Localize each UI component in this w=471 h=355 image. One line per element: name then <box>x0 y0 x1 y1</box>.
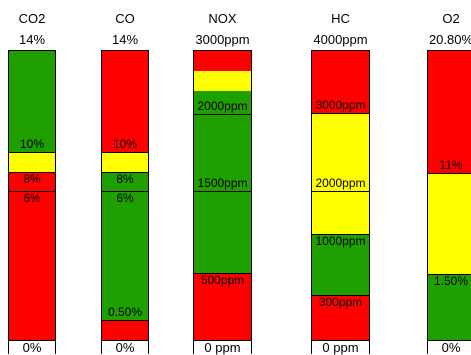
threshold-line <box>194 273 251 275</box>
gauge-max-co2: 14% <box>18 32 46 47</box>
threshold-line <box>194 114 251 116</box>
gauge-max-nox: 3000ppm <box>195 32 250 47</box>
gauge-base <box>193 340 252 354</box>
threshold-line <box>102 171 148 173</box>
threshold-line <box>312 233 369 235</box>
gauge-bar-o2: 11% 1.50% <box>427 50 471 341</box>
threshold-label: 8% <box>116 171 134 186</box>
gauge-base <box>8 340 56 354</box>
threshold-line <box>102 320 148 322</box>
threshold-line <box>312 112 369 114</box>
gauge-title-hc: HC <box>331 11 350 26</box>
threshold-label: 3000ppm <box>315 97 366 112</box>
gauge-title-o2: O2 <box>442 11 460 26</box>
band-green <box>9 51 55 152</box>
band-red <box>194 51 251 71</box>
gauge-base <box>427 340 471 354</box>
gauge-max-o2: 20.80% <box>428 32 471 47</box>
threshold-line <box>102 191 148 193</box>
gauge-bar-hc: 3000ppm 2000ppm 1000ppm 300ppm <box>311 50 370 341</box>
gauge-min-nox: 0 ppm <box>204 340 241 355</box>
threshold-label: 2000ppm <box>315 176 366 191</box>
band-green <box>102 171 148 321</box>
gauge-min-co2: 0% <box>22 340 42 355</box>
band-red <box>102 51 148 152</box>
gauge-title-co2: CO2 <box>18 11 46 26</box>
threshold-line <box>428 273 471 275</box>
threshold-line <box>9 171 55 173</box>
gauge-bar-nox: 2000ppm 1500ppm 500ppm <box>193 50 252 341</box>
threshold-label: 1500ppm <box>197 176 248 191</box>
band-yellow <box>312 112 369 234</box>
threshold-label: 6% <box>23 191 41 206</box>
band-green <box>194 91 251 274</box>
band-yellow <box>102 151 148 172</box>
gauge-bar-co2: 10% 8% 6% <box>8 50 56 341</box>
gauge-min-o2: 0% <box>441 340 461 355</box>
band-red <box>312 51 369 113</box>
band-green <box>312 233 369 296</box>
threshold-line <box>428 173 471 175</box>
gauge-title-co: CO <box>115 11 135 26</box>
threshold-label: 8% <box>23 171 41 186</box>
threshold-line <box>9 151 55 153</box>
gauge-base <box>311 340 370 354</box>
threshold-label: 300ppm <box>318 295 363 310</box>
gauge-min-co: 0% <box>115 340 135 355</box>
band-yellow <box>194 70 251 92</box>
threshold-line <box>9 191 55 193</box>
threshold-label: 500ppm <box>200 273 245 288</box>
threshold-line <box>102 151 148 153</box>
threshold-label: 0.50% <box>107 305 143 320</box>
gauge-title-nox: NOX <box>208 11 237 26</box>
threshold-label: 1.50% <box>433 273 469 288</box>
gauge-max-co: 14% <box>111 32 139 47</box>
gauge-max-hc: 4000ppm <box>313 32 368 47</box>
gauge-bar-co: 10% 8% 6% 0.50% <box>101 50 149 341</box>
gauge-min-hc: 0 ppm <box>322 340 359 355</box>
threshold-line <box>312 191 369 193</box>
band-red <box>312 295 369 340</box>
threshold-line <box>312 295 369 297</box>
band-red <box>194 273 251 340</box>
gauge-base <box>101 340 149 354</box>
threshold-label: 11% <box>439 158 463 173</box>
threshold-label: 2000ppm <box>197 99 248 114</box>
band-yellow <box>428 173 471 274</box>
threshold-label: 10% <box>112 136 138 151</box>
threshold-label: 6% <box>116 191 134 206</box>
threshold-line <box>194 191 251 193</box>
band-red <box>428 51 471 174</box>
threshold-label: 10% <box>19 136 45 151</box>
band-yellow <box>9 151 55 172</box>
band-green <box>428 273 471 340</box>
band-red <box>102 320 148 340</box>
threshold-label: 1000ppm <box>315 233 366 248</box>
band-red <box>9 171 55 340</box>
